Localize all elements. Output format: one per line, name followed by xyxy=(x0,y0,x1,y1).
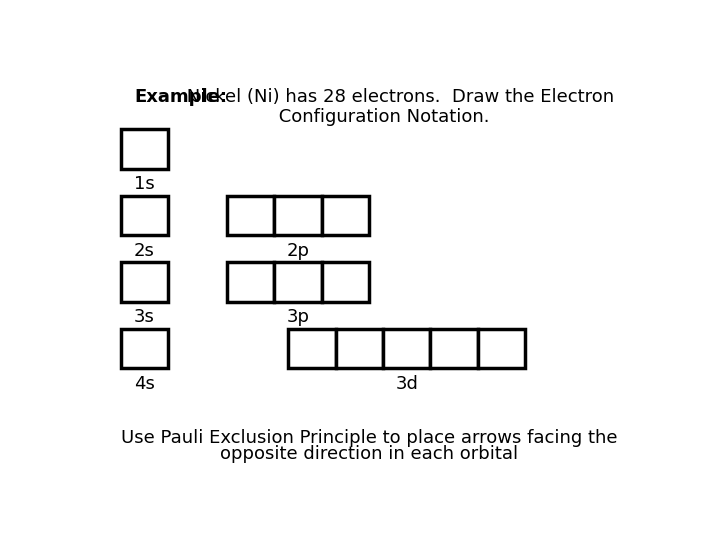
Bar xyxy=(478,329,526,368)
Bar xyxy=(274,196,322,235)
Bar xyxy=(227,262,274,302)
Bar xyxy=(431,329,478,368)
Text: Nickel (Ni) has 28 electrons.  Draw the Electron
                         Config: Nickel (Ni) has 28 electrons. Draw the E… xyxy=(135,87,613,126)
Text: 4s: 4s xyxy=(134,375,155,393)
Text: Use Pauli Exclusion Principle to place arrows facing the: Use Pauli Exclusion Principle to place a… xyxy=(121,429,617,447)
Text: 3p: 3p xyxy=(287,308,310,326)
Text: 3s: 3s xyxy=(134,308,155,326)
Text: Example:: Example: xyxy=(135,87,228,106)
Text: 3d: 3d xyxy=(395,375,418,393)
Bar xyxy=(274,262,322,302)
Bar xyxy=(322,196,369,235)
Text: 2s: 2s xyxy=(134,241,155,260)
Bar xyxy=(121,329,168,368)
Text: opposite direction in each orbital: opposite direction in each orbital xyxy=(220,446,518,463)
Bar xyxy=(383,329,431,368)
Bar xyxy=(121,262,168,302)
Bar xyxy=(288,329,336,368)
Text: 2p: 2p xyxy=(287,241,310,260)
Bar xyxy=(336,329,383,368)
Bar xyxy=(322,262,369,302)
Bar xyxy=(227,196,274,235)
Text: 1s: 1s xyxy=(134,175,155,193)
Bar xyxy=(121,129,168,168)
Bar xyxy=(121,196,168,235)
